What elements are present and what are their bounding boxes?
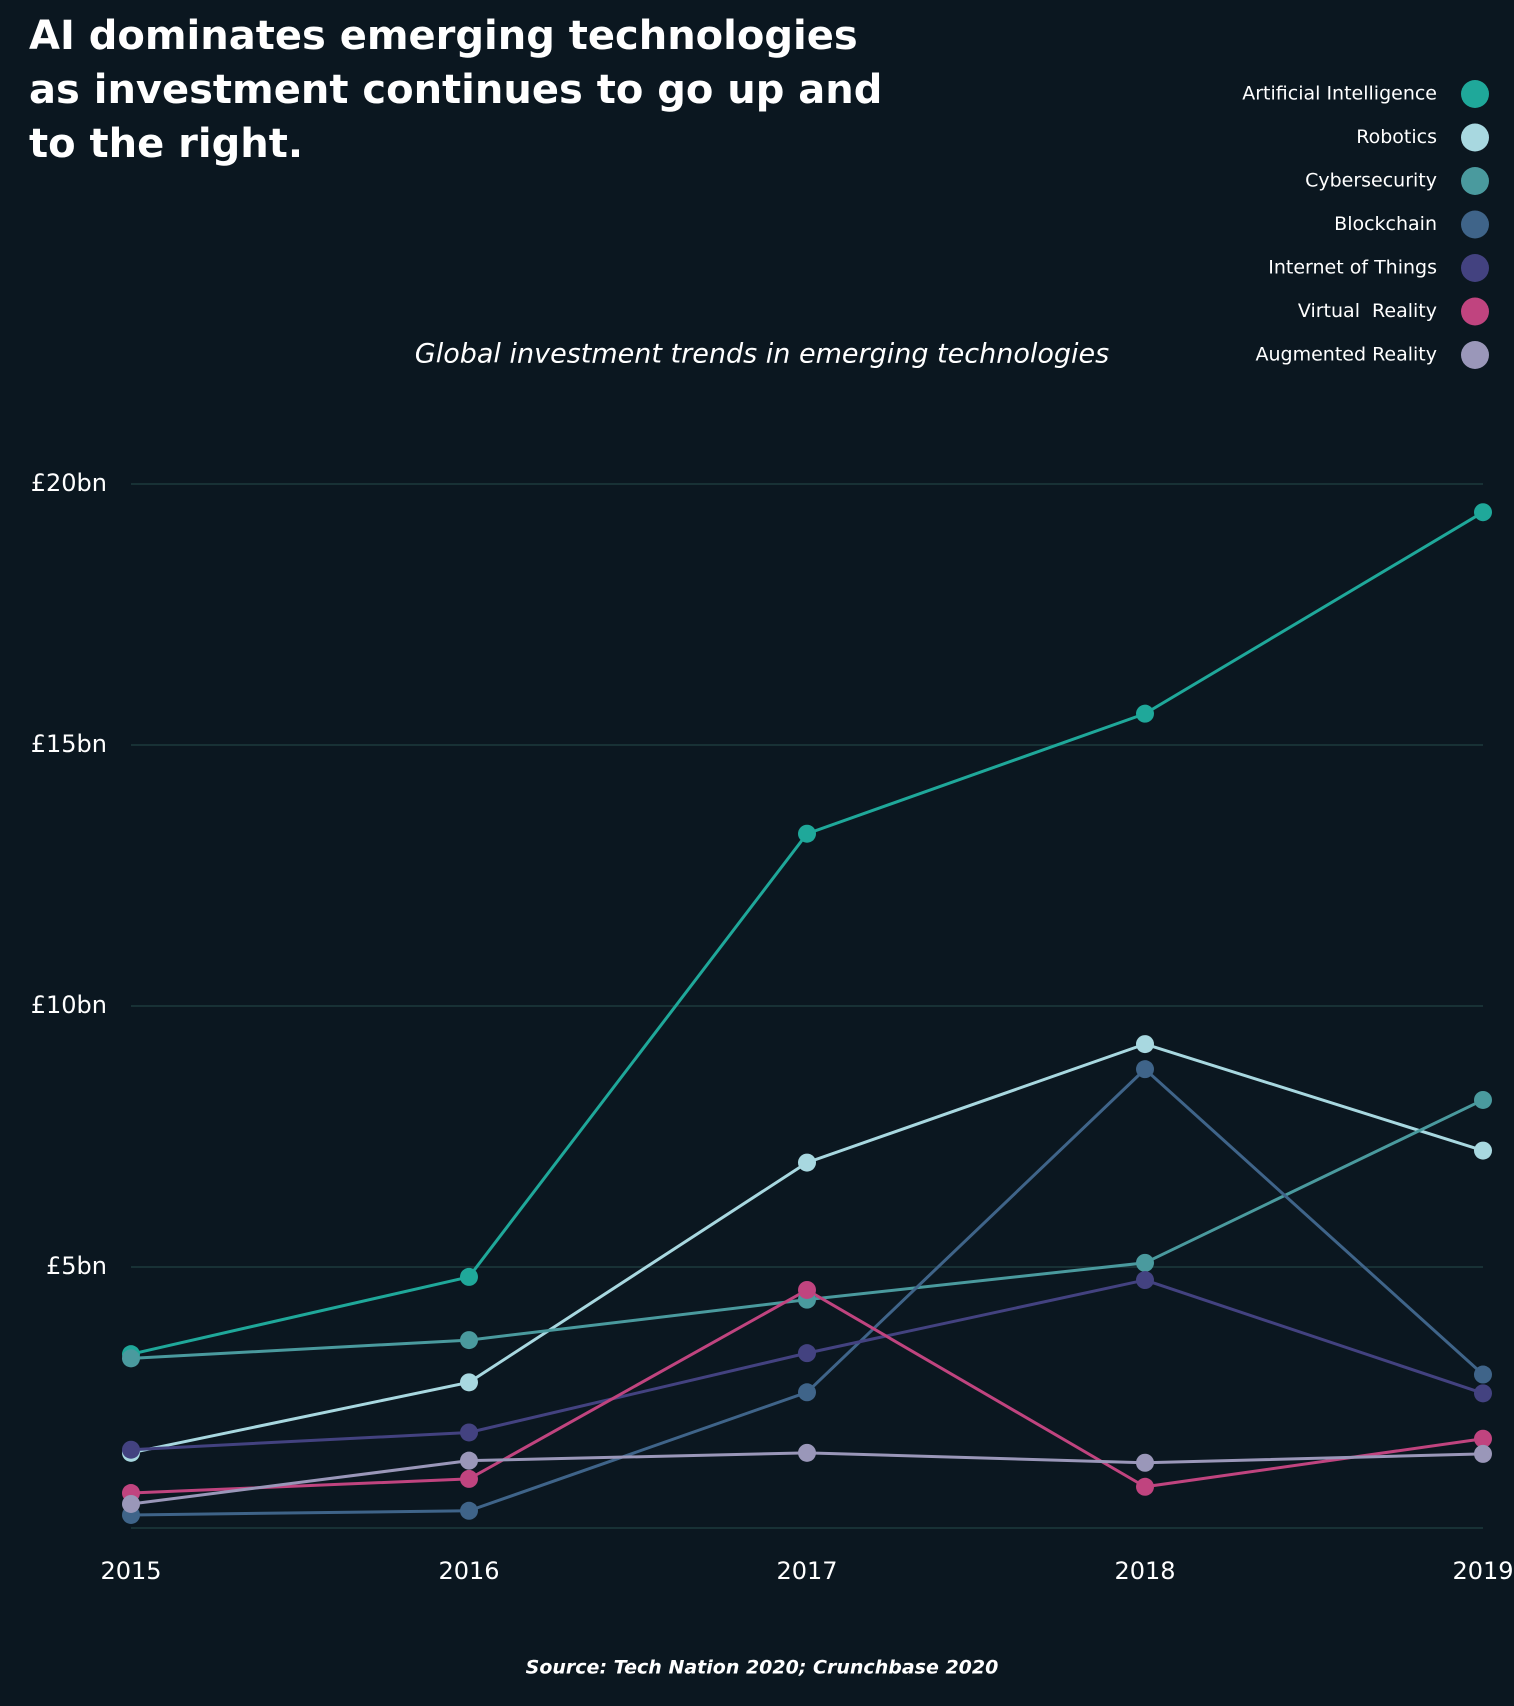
- data-point: [460, 1451, 478, 1470]
- data-point: [1474, 1429, 1492, 1448]
- data-point: [460, 1423, 478, 1442]
- data-point: [798, 1443, 816, 1462]
- data-point: [460, 1501, 478, 1520]
- data-point: [1474, 1444, 1492, 1463]
- y-tick-label: £20bn: [31, 469, 107, 497]
- data-point: [798, 1383, 816, 1402]
- data-point: [1136, 1477, 1154, 1496]
- data-point: [1474, 503, 1492, 522]
- chart-title: to the right.: [29, 121, 303, 167]
- legend-label: Robotics: [1356, 126, 1437, 148]
- data-point: [460, 1267, 478, 1286]
- data-point: [1136, 1060, 1154, 1079]
- data-point: [1136, 1035, 1154, 1054]
- legend-label: Artificial Intelligence: [1242, 83, 1437, 105]
- source: Source: Tech Nation 2020; Crunchbase 202…: [526, 1657, 999, 1679]
- legend-swatch: [1461, 123, 1489, 152]
- x-tick-label: 2017: [776, 1557, 837, 1585]
- data-point: [798, 1344, 816, 1363]
- data-point: [460, 1331, 478, 1350]
- data-point: [1136, 1253, 1154, 1272]
- data-point: [798, 824, 816, 843]
- legend-swatch: [1461, 341, 1489, 369]
- x-tick-label: 2019: [1452, 1557, 1513, 1585]
- data-point: [1136, 1271, 1154, 1290]
- data-point: [1136, 704, 1154, 723]
- data-point: [1474, 1141, 1492, 1160]
- chart-title: AI dominates emerging technologies: [29, 13, 858, 59]
- chart-title: as investment continues to go up and: [29, 67, 882, 113]
- data-point: [1474, 1384, 1492, 1403]
- legend-swatch: [1461, 297, 1489, 326]
- data-point: [122, 1349, 140, 1368]
- x-tick-label: 2015: [100, 1557, 161, 1585]
- y-tick-label: £10bn: [31, 991, 107, 1019]
- legend-label: Virtual Reality: [1298, 300, 1437, 322]
- data-point: [460, 1373, 478, 1392]
- legend-label: Internet of Things: [1268, 257, 1437, 279]
- legend-label: Augmented Reality: [1255, 344, 1437, 366]
- chart-subtitle: Global investment trends in emerging tec…: [415, 339, 1109, 370]
- legend-swatch: [1461, 210, 1489, 239]
- data-point: [1136, 1453, 1154, 1472]
- legend-swatch: [1461, 254, 1489, 282]
- y-tick-label: £5bn: [46, 1252, 107, 1280]
- legend-label: Blockchain: [1334, 213, 1437, 235]
- y-tick-label: £15bn: [31, 730, 107, 758]
- x-tick-label: 2016: [438, 1557, 499, 1585]
- legend-label: Cybersecurity: [1305, 170, 1437, 192]
- data-point: [460, 1469, 478, 1488]
- legend-swatch: [1461, 167, 1489, 195]
- data-point: [798, 1280, 816, 1299]
- legend-swatch: [1461, 80, 1489, 108]
- data-point: [122, 1440, 140, 1459]
- data-point: [798, 1153, 816, 1172]
- data-point: [1474, 1090, 1492, 1109]
- x-tick-label: 2018: [1114, 1557, 1175, 1585]
- data-point: [1474, 1365, 1492, 1384]
- data-point: [122, 1494, 140, 1513]
